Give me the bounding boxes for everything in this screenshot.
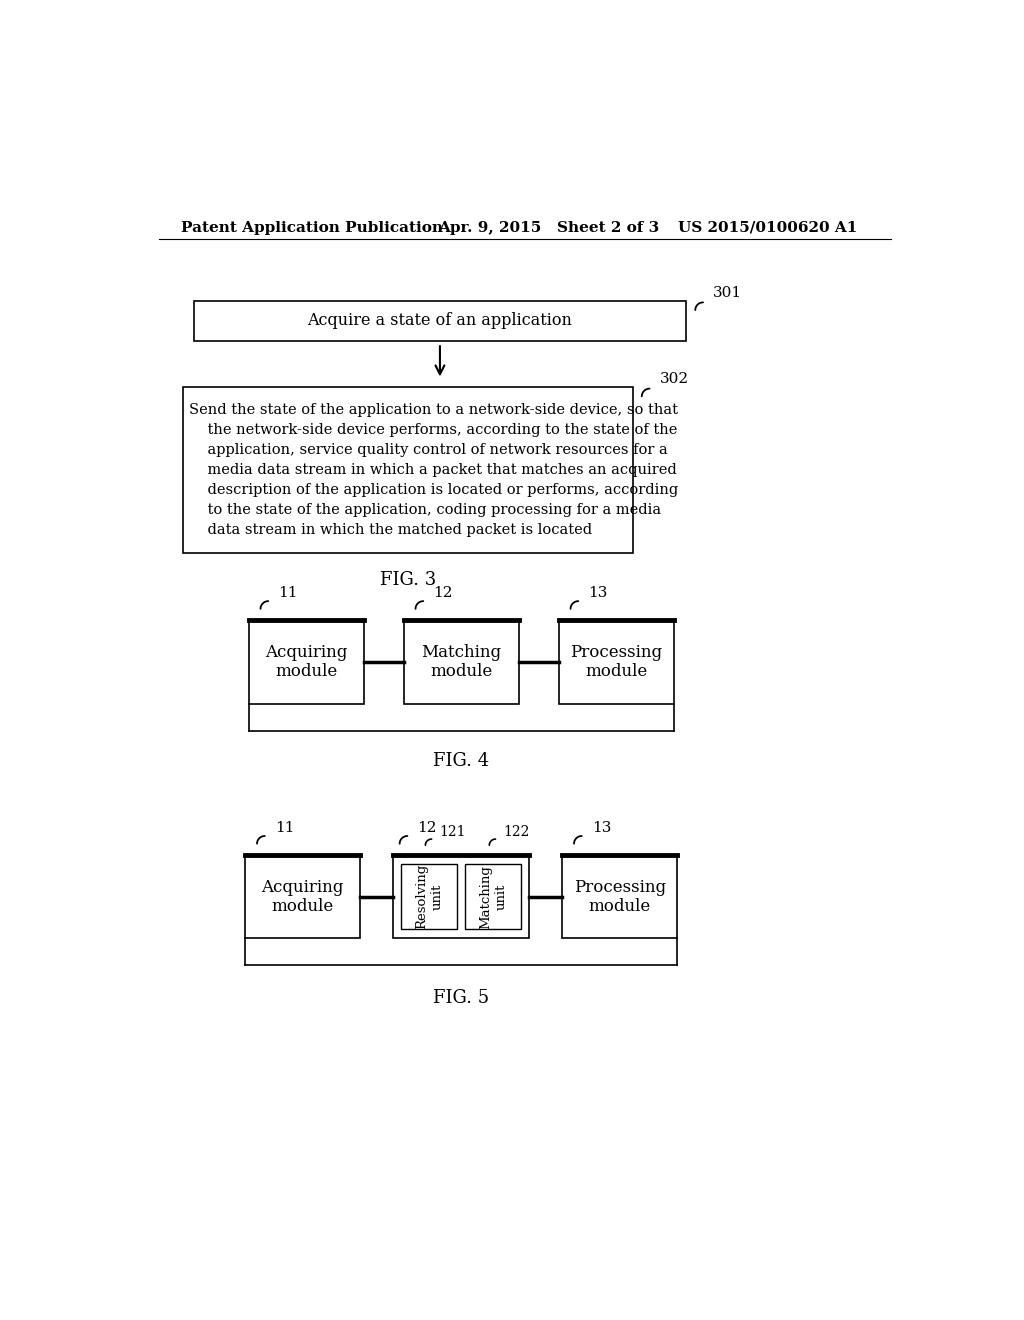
Bar (249, 620, 364, 704)
Text: FIG. 4: FIG. 4 (433, 752, 489, 771)
Text: Matching
module: Matching module (421, 644, 502, 680)
Text: 12: 12 (418, 821, 437, 836)
Bar (559, 620, 674, 704)
Bar (194, 301, 686, 341)
Bar (403, 620, 518, 704)
Text: Send the state of the application to a network-side device, so that
    the netw: Send the state of the application to a n… (189, 403, 679, 537)
Text: Acquiring
module: Acquiring module (265, 644, 347, 680)
Text: 11: 11 (279, 586, 298, 601)
Text: US 2015/0100620 A1: US 2015/0100620 A1 (678, 220, 858, 235)
Text: Matching
unit: Matching unit (479, 865, 507, 929)
Text: 122: 122 (503, 825, 529, 840)
Text: Resolving
unit: Resolving unit (416, 865, 443, 929)
Text: Acquiring
module: Acquiring module (261, 879, 344, 915)
Bar (562, 855, 677, 939)
Text: 302: 302 (659, 372, 689, 387)
Text: 301: 301 (713, 286, 742, 300)
Text: Processing
module: Processing module (570, 644, 663, 680)
Text: Processing
module: Processing module (573, 879, 666, 915)
Text: 121: 121 (439, 825, 466, 840)
Text: 12: 12 (433, 586, 453, 601)
Bar (246, 855, 360, 939)
Text: Apr. 9, 2015   Sheet 2 of 3: Apr. 9, 2015 Sheet 2 of 3 (438, 220, 659, 235)
Bar (393, 855, 529, 939)
Text: Acquire a state of an application: Acquire a state of an application (307, 313, 572, 330)
Bar (401, 865, 458, 929)
Text: 11: 11 (274, 821, 294, 836)
Bar (465, 865, 521, 929)
Text: Patent Application Publication: Patent Application Publication (180, 220, 442, 235)
Bar (183, 387, 633, 553)
Text: 13: 13 (589, 586, 607, 601)
Text: FIG. 5: FIG. 5 (433, 989, 489, 1007)
Text: FIG. 3: FIG. 3 (380, 570, 436, 589)
Text: 13: 13 (592, 821, 611, 836)
